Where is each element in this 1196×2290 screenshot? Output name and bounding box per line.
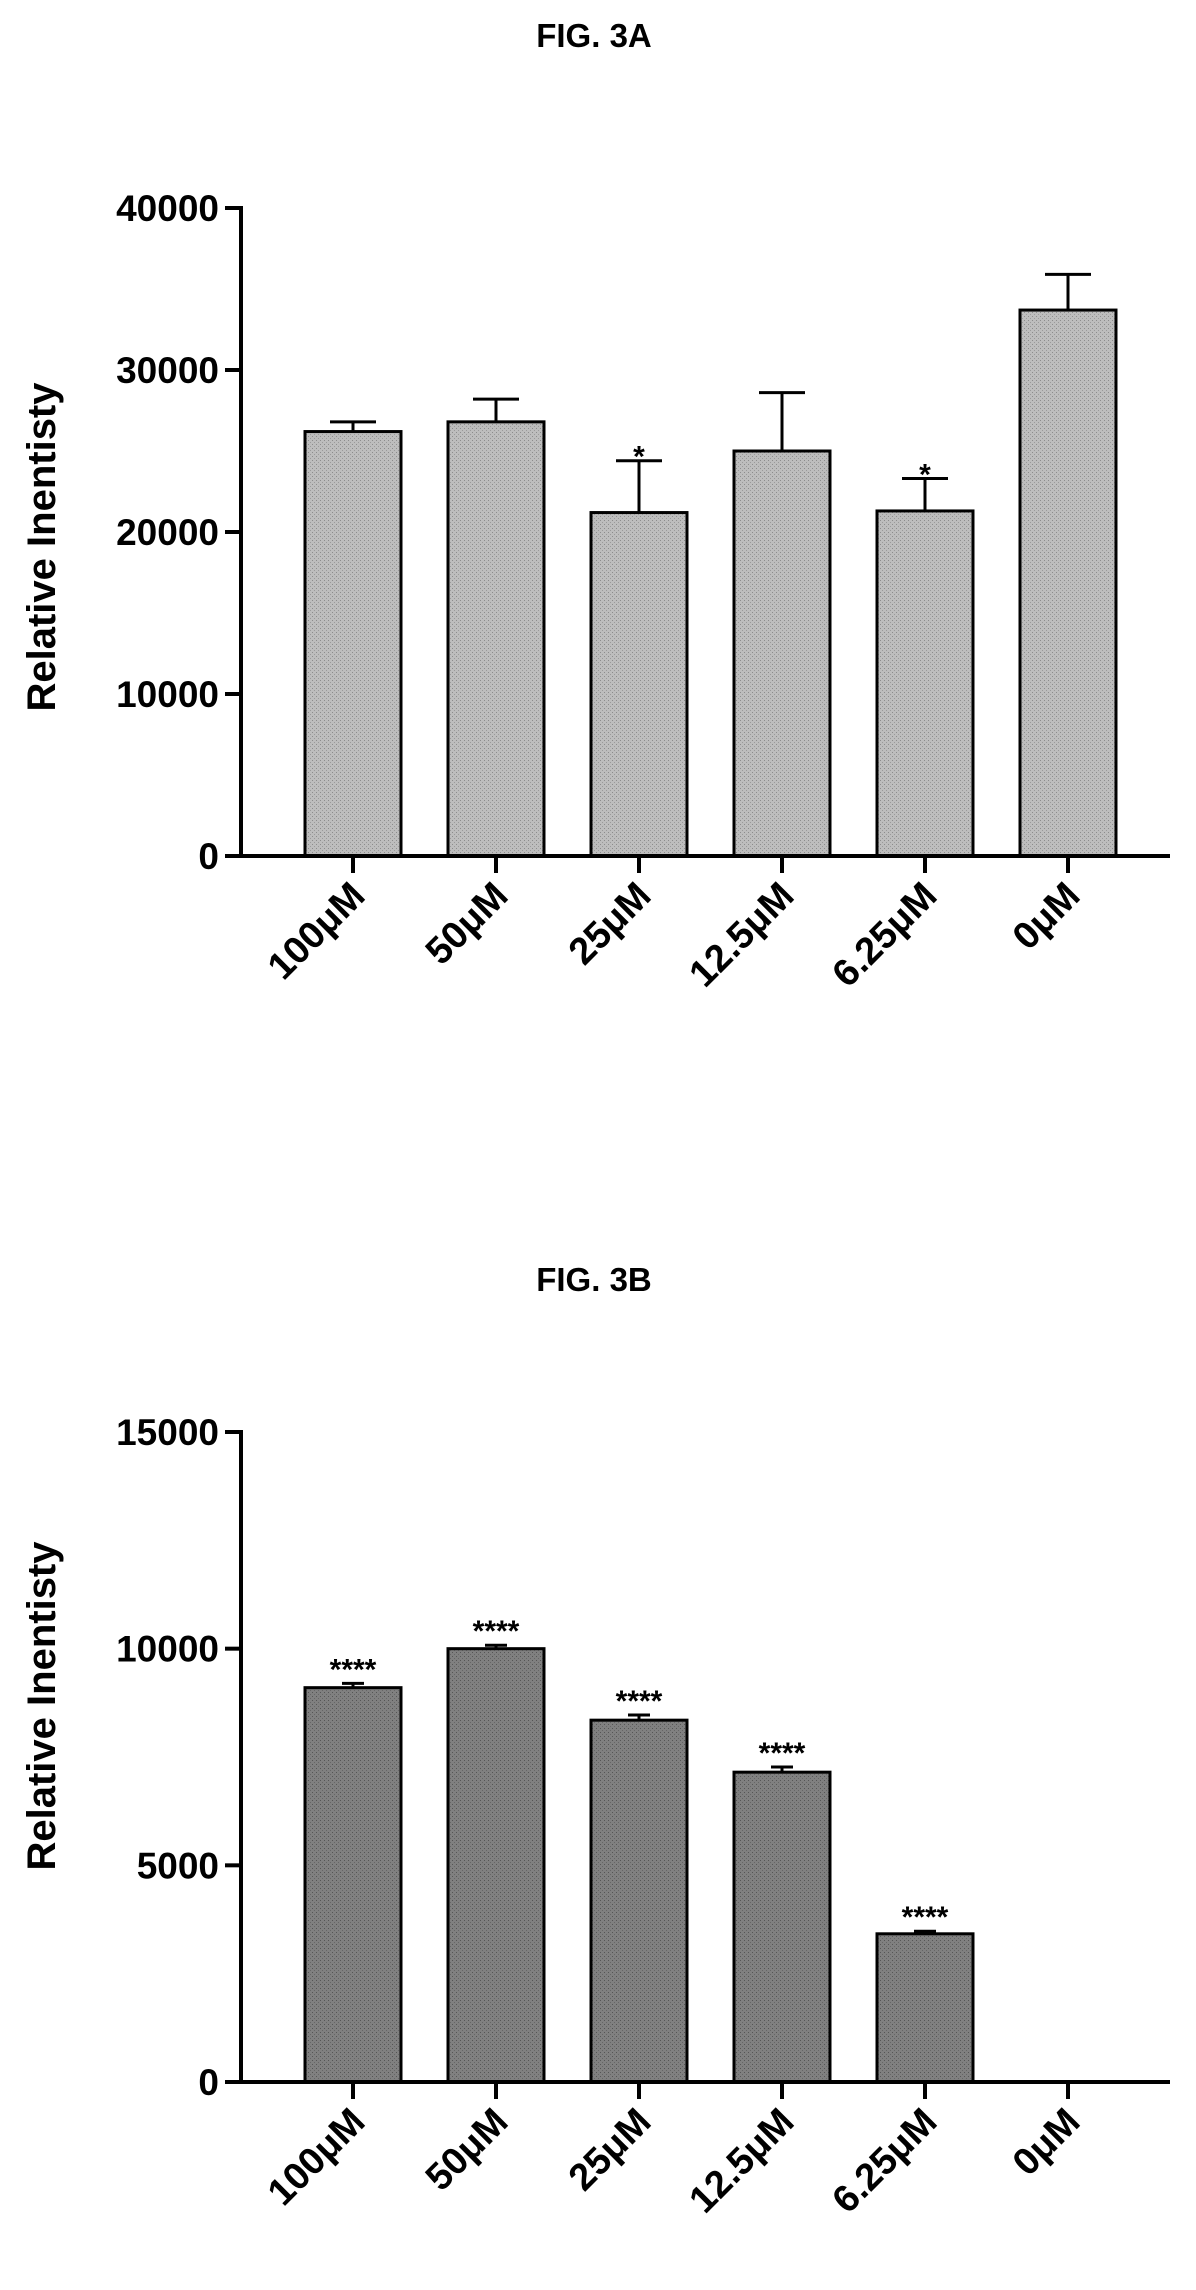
y-tick-label: 0 (198, 836, 219, 877)
significance-label: **** (473, 1615, 520, 1648)
y-tick-label: 40000 (116, 188, 219, 229)
x-tick-label: 0μM (1005, 875, 1088, 958)
y-ticks: 0 5000 10000 15000 (116, 1412, 241, 2103)
x-tick-label: 50μM (418, 875, 516, 973)
bar (732, 449, 832, 858)
bars (303, 1647, 975, 2084)
bar (589, 1718, 689, 2084)
y-axis-label: Relative Inentisty (20, 382, 64, 712)
x-tick-label: 6.25μM (825, 875, 946, 996)
chart-fig-3a: FIG. 3A Relative Inentisty 0 10000 20000 30… (20, 17, 1170, 995)
error-bars (330, 272, 1091, 513)
significance-label: **** (759, 1737, 806, 1770)
chart-title: FIG. 3B (536, 1261, 652, 1298)
bars (303, 308, 1118, 858)
y-tick-label: 10000 (116, 674, 219, 715)
significance-marks: **** **** **** **** **** (330, 1615, 949, 1934)
x-ticks: 100μM 50μM 25μM 12.5μM 6.25μM 0μM (260, 2082, 1088, 2221)
chart-title: FIG. 3A (536, 17, 652, 54)
x-ticks: 100μM 50μM 25μM 12.5μM 6.25μM 0μM (260, 856, 1088, 995)
significance-label: **** (330, 1653, 377, 1686)
y-tick-label: 30000 (116, 350, 219, 391)
x-tick-label: 100μM (260, 875, 373, 988)
x-tick-label: 12.5μM (682, 2101, 803, 2222)
axes (239, 1430, 1170, 2084)
significance-marks: ** (633, 441, 931, 492)
significance-label: * (919, 459, 931, 492)
x-tick-label: 25μM (561, 875, 659, 973)
bar (1018, 308, 1118, 858)
chart-fig-3b: FIG. 3B Relative Inentisty 0 5000 10000 150… (20, 1261, 1170, 2221)
bar (446, 420, 546, 858)
bar (875, 1932, 975, 2084)
x-tick-label: 0μM (1005, 2101, 1088, 2184)
x-tick-label: 100μM (260, 2101, 373, 2214)
bar (303, 1686, 403, 2084)
bar (875, 509, 975, 858)
error-bars (342, 1643, 936, 1934)
x-tick-label: 25μM (561, 2101, 659, 2199)
bar (446, 1647, 546, 2084)
bar (589, 511, 689, 858)
significance-label: **** (902, 1901, 949, 1934)
bar (732, 1770, 832, 2084)
x-tick-label: 12.5μM (682, 875, 803, 996)
x-tick-label: 6.25μM (825, 2101, 946, 2222)
x-tick-label: 50μM (418, 2101, 516, 2199)
y-tick-label: 5000 (137, 1845, 219, 1886)
significance-label: * (633, 441, 645, 474)
y-ticks: 0 10000 20000 30000 40000 (116, 188, 241, 877)
y-axis-label: Relative Inentisty (20, 1541, 64, 1871)
bar (303, 430, 403, 858)
y-tick-label: 0 (198, 2062, 219, 2103)
axes (239, 206, 1170, 858)
y-tick-label: 20000 (116, 512, 219, 553)
significance-label: **** (616, 1685, 663, 1718)
y-tick-label: 15000 (116, 1412, 219, 1453)
y-tick-label: 10000 (116, 1629, 219, 1670)
